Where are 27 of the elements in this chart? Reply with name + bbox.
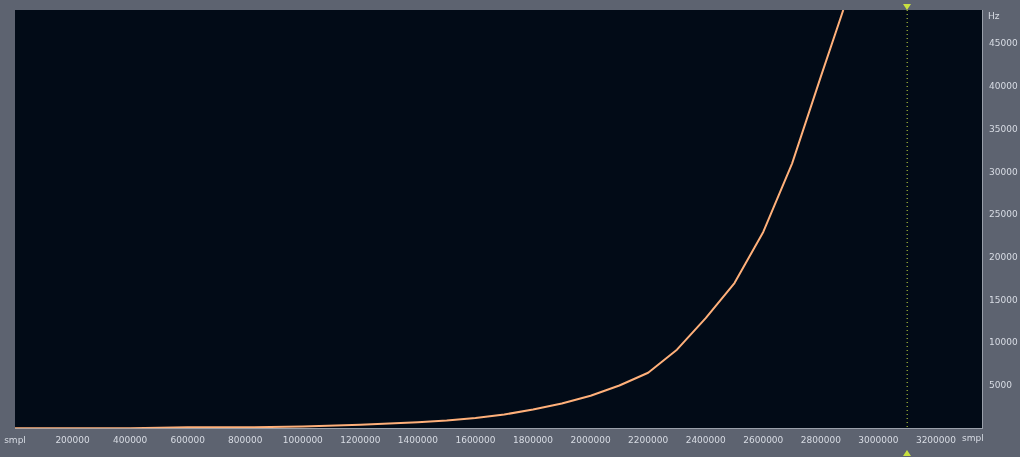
x-tick-label: 2600000 — [743, 434, 784, 445]
y-tick-label: 15000 — [989, 294, 1018, 305]
x-tick-label: 2400000 — [685, 434, 727, 445]
x-tick-label: 3000000 — [858, 434, 899, 445]
y-tick-label: 40000 — [989, 81, 1018, 92]
y-tick-label: 5000 — [989, 379, 1013, 390]
y-tick-label: 30000 — [989, 166, 1018, 177]
x-tick-label: 800000 — [228, 434, 263, 445]
y-tick-label: 20000 — [989, 251, 1018, 262]
y-tick-label: 35000 — [989, 123, 1018, 134]
y-axis-title: Hz — [988, 10, 1000, 21]
y-tick-label: 25000 — [989, 209, 1018, 220]
x-tick-label: 2200000 — [628, 434, 669, 445]
x-tick-label: 1600000 — [455, 434, 496, 445]
y-tick-label: 45000 — [989, 38, 1018, 49]
x-tick-label: 2000000 — [570, 434, 611, 445]
x-tick-label: smpl — [4, 434, 26, 445]
x-tick-label: 1400000 — [397, 434, 439, 445]
x-tick-label: 400000 — [112, 434, 148, 445]
x-tick-label: 1800000 — [512, 434, 554, 445]
y-tick-label: 10000 — [989, 337, 1018, 348]
x-tick-label: 1200000 — [340, 434, 381, 445]
x-tick-label: 200000 — [55, 434, 91, 445]
x-tick-label: 3200000 — [915, 434, 957, 445]
x-tick-label: 2800000 — [800, 434, 842, 445]
x-tick-label: 1000000 — [282, 434, 324, 445]
x-tick-label: 600000 — [170, 434, 206, 445]
